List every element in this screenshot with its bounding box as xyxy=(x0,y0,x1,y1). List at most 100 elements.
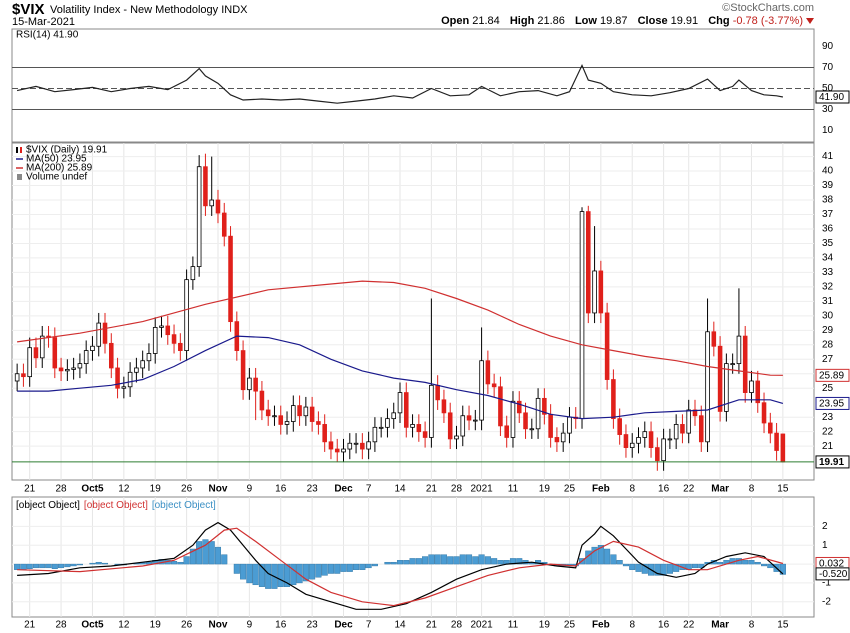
histogram-bar xyxy=(466,554,473,565)
histogram-bar xyxy=(641,563,648,574)
histogram-bar xyxy=(20,563,27,570)
histogram-bar xyxy=(635,563,642,572)
legend: [object Object] [object Object] [object Ob… xyxy=(16,500,216,511)
candle-body xyxy=(623,434,629,448)
candle-body xyxy=(33,347,39,359)
legend-part: [object Object] xyxy=(152,500,216,511)
quote-change: -0.78 (-3.77%) xyxy=(732,15,803,27)
candle-body xyxy=(378,426,384,429)
x-tick-label: 22 xyxy=(683,620,695,631)
candle-body xyxy=(485,360,491,385)
candle-body xyxy=(196,166,202,268)
candle-body xyxy=(372,426,378,443)
candle-body xyxy=(83,350,89,365)
candle-body xyxy=(215,199,221,214)
candle-body xyxy=(755,380,761,404)
candle-body xyxy=(184,279,189,351)
legend-label: RSI(14) 41.90 xyxy=(16,30,79,41)
histogram-bar xyxy=(346,563,353,572)
candle-body xyxy=(473,419,478,422)
y-tick-label: 21 xyxy=(822,441,834,452)
candle-body xyxy=(77,363,83,369)
candle-body xyxy=(705,331,710,443)
quote-value: 21.86 xyxy=(537,15,565,27)
candle-body xyxy=(422,431,428,438)
histogram-bar xyxy=(258,563,265,587)
x-tick-label: 9 xyxy=(247,620,253,631)
histogram-bar xyxy=(390,561,397,565)
x-tick-label: 22 xyxy=(683,484,695,495)
histogram-bar xyxy=(233,563,240,574)
y-tick-label: 34 xyxy=(822,253,834,264)
candle-body xyxy=(579,211,585,420)
candle-body xyxy=(711,331,717,347)
x-tick-label: 16 xyxy=(275,620,287,631)
candle-body xyxy=(611,379,616,420)
candle-body xyxy=(629,442,635,448)
candle-body xyxy=(535,397,541,430)
candle-body xyxy=(504,425,509,438)
histogram-bar xyxy=(409,558,416,565)
candle-body xyxy=(542,397,547,415)
candle-body xyxy=(397,392,403,414)
histogram-bar xyxy=(89,562,96,565)
candle-body xyxy=(140,360,145,369)
y-tick-label: -1 xyxy=(822,578,831,589)
x-tick-label: 16 xyxy=(658,484,670,495)
histogram-bar xyxy=(516,558,523,565)
candle-body xyxy=(353,442,359,445)
candle-body xyxy=(441,399,447,414)
x-tick-label: 11 xyxy=(508,620,519,631)
x-tick-label: 19 xyxy=(539,484,551,495)
legend-swatch xyxy=(17,174,22,180)
candle-body xyxy=(65,369,70,372)
candle-body xyxy=(667,438,673,441)
candle-body xyxy=(698,415,704,443)
x-tick-label: 26 xyxy=(181,620,193,631)
candle-body xyxy=(58,367,64,372)
candle-body xyxy=(491,383,497,388)
candle-body xyxy=(529,428,535,431)
histogram-bar xyxy=(296,563,303,584)
candle-body xyxy=(498,386,503,427)
legend-swatch xyxy=(20,147,22,153)
candle-body xyxy=(309,406,315,422)
candle-body xyxy=(316,421,321,425)
histogram-bar xyxy=(26,563,33,569)
histogram-bar xyxy=(221,554,228,565)
quote-label: Chg xyxy=(708,15,730,27)
histogram-bar xyxy=(384,561,391,565)
histogram-bar xyxy=(327,563,334,574)
x-tick-label: 21 xyxy=(426,484,438,495)
histogram-bar xyxy=(246,563,253,584)
candle-body xyxy=(780,433,786,463)
y-tick-label: -2 xyxy=(822,596,831,607)
value-tag-label: -0.520 xyxy=(819,569,848,580)
histogram-bar xyxy=(95,561,102,565)
candle-body xyxy=(146,353,152,362)
candle-body xyxy=(768,422,773,434)
histogram-bar xyxy=(440,554,447,565)
candle-body xyxy=(736,335,742,365)
histogram-bar xyxy=(321,563,328,576)
candle-body xyxy=(303,406,309,417)
candle-body xyxy=(14,373,20,382)
candle-body xyxy=(617,418,622,435)
histogram-bar xyxy=(396,560,404,565)
y-tick-label: 35 xyxy=(822,238,834,249)
x-tick-label: 21 xyxy=(426,620,438,631)
histogram-bar xyxy=(189,548,196,565)
x-tick-label: 2021 xyxy=(470,484,493,495)
candle-body xyxy=(322,424,327,443)
candle-body xyxy=(742,335,748,393)
x-tick-label: 19 xyxy=(539,620,551,631)
histogram-bar xyxy=(742,560,749,565)
histogram-bar xyxy=(208,541,215,565)
y-tick-label: 33 xyxy=(822,267,834,278)
candle-body xyxy=(178,342,183,351)
candle-body xyxy=(435,384,440,401)
histogram-bar xyxy=(365,563,372,569)
x-tick-label: 15 xyxy=(777,620,789,631)
